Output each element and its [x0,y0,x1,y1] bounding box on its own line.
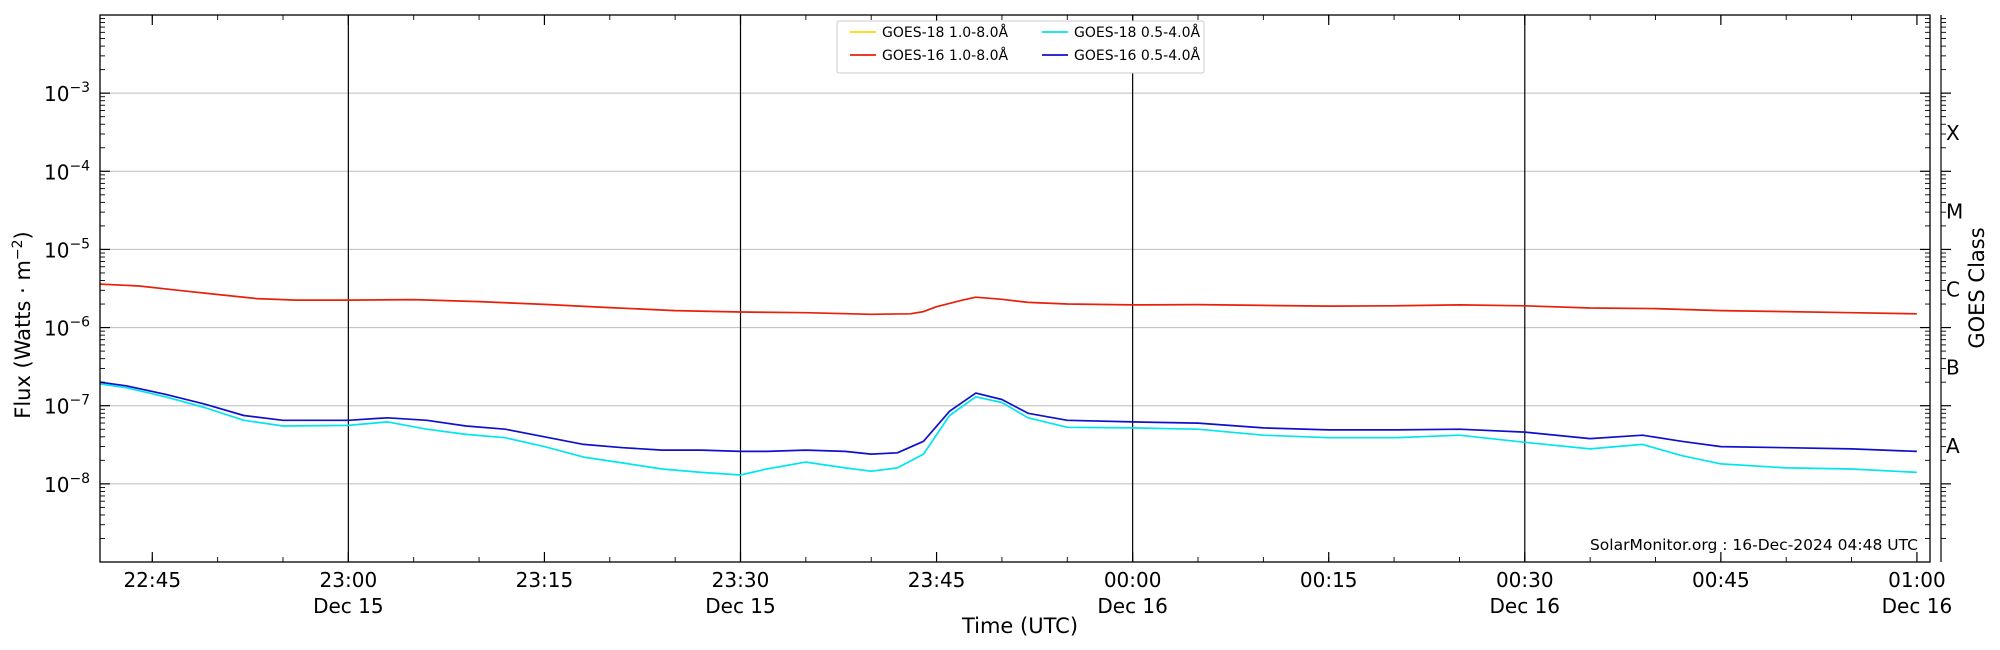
goes-class-label: A [1946,434,1960,458]
day-marker-lines [347,15,1526,562]
y-tick-base: 10 [44,395,69,419]
plot-frame [99,14,1931,563]
legend: GOES-18 1.0-8.0Å GOES-16 1.0-8.0Å GOES-18 … [836,20,1205,74]
x-tick-label: 01:00 [1888,568,1946,592]
y-axis-title: Flux (Watts · m−2) [10,231,35,419]
y-axis-title-text: Flux (Watts · m [11,260,35,419]
series-line-3 [99,381,1917,455]
series-layer [99,283,1917,476]
y-tick-base: 10 [44,238,69,262]
y-tick-base: 10 [44,82,69,106]
series-line-2 [99,383,1917,476]
goes-class-label: B [1946,356,1960,380]
series-line-1 [99,283,1917,316]
y-tick-exponent: −6 [69,315,90,331]
x-tick-label: 23:30 [712,568,770,592]
goes-class-label: M [1946,199,1963,223]
y-axis-title-exponent: −2 [10,239,26,260]
x-tick-label: 23:00 [320,568,378,592]
credit-annotation: SolarMonitor.org : 16-Dec-2024 04:48 UTC [1590,536,1918,554]
y-tick-base: 10 [44,317,69,341]
x-tick-label: 23:45 [908,568,966,592]
y-tick-label: 10−8 [44,471,90,497]
goes-class-axis-title: GOES Class [1965,227,1989,348]
y-tick-exponent: −5 [69,236,90,252]
y-tick-exponent: −4 [69,158,90,174]
x-tick-label: 00:30 [1496,568,1554,592]
goes-class-label: C [1946,278,1960,302]
x-tick-label: 22:45 [123,568,181,592]
y-tick-label: 10−7 [44,393,90,419]
x-tick-label: 00:15 [1300,568,1358,592]
grid-layer [100,92,1930,485]
y-tick-exponent: −3 [69,80,90,96]
x-axis-title: Time (UTC) [961,614,1078,638]
x-tick-label: 00:00 [1104,568,1162,592]
y-tick-exponent: −8 [69,471,90,487]
legend-label: GOES-18 0.5-4.0Å [1074,24,1200,41]
legend-box [836,20,1205,74]
y-axis-title-close: ) [11,231,35,239]
y-tick-base: 10 [44,473,69,497]
goes-class-label: X [1946,121,1960,145]
x-tick-label: 23:15 [516,568,574,592]
legend-label: GOES-16 0.5-4.0Å [1074,47,1200,64]
y-tick-exponent: −7 [69,393,90,409]
x-tick-date-label: Dec 15 [705,594,776,618]
y-tick-base: 10 [44,160,69,184]
legend-label: GOES-16 1.0-8.0Å [882,47,1008,64]
x-tick-date-label: Dec 15 [313,594,384,618]
legend-label: GOES-18 1.0-8.0Å [882,24,1008,41]
x-tick-date-label: Dec 16 [1882,594,1953,618]
tick-layer [100,15,1951,562]
y-tick-label: 10−5 [44,236,90,262]
y-tick-label: 10−6 [44,315,90,341]
x-tick-label: 00:45 [1692,568,1750,592]
y-tick-label: 10−3 [44,80,90,106]
x-tick-date-label: Dec 16 [1097,594,1168,618]
x-tick-date-label: Dec 16 [1490,594,1561,618]
y-tick-label: 10−4 [44,158,90,184]
